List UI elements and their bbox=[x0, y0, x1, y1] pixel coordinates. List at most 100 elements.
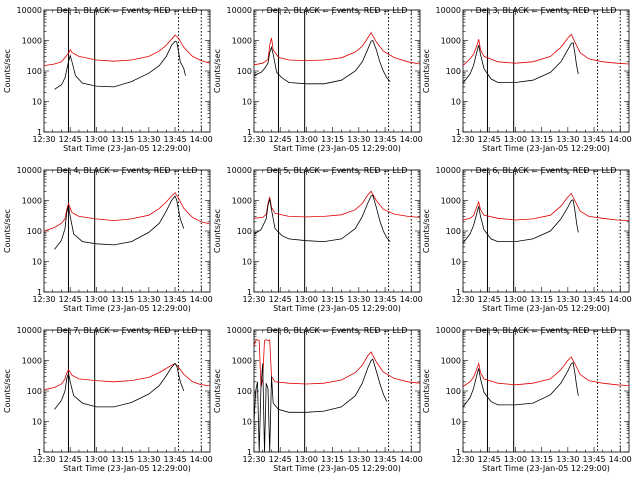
black-series-line bbox=[253, 194, 391, 243]
x-tick-label: 12:45 bbox=[478, 455, 501, 464]
x-tick-label: 13:30 bbox=[137, 135, 160, 144]
x-tick-label: 13:15 bbox=[111, 295, 134, 304]
y-tick-label: 1 bbox=[247, 448, 252, 457]
y-tick-label: 10000 bbox=[436, 166, 461, 175]
x-tick-label: 12:45 bbox=[59, 455, 82, 464]
x-tick-label: 13:00 bbox=[85, 295, 108, 304]
y-axis-label: Counts/sec bbox=[3, 209, 12, 253]
y-tick-label: 100 bbox=[27, 227, 42, 236]
y-tick-label: 10000 bbox=[227, 6, 252, 15]
x-tick-label: 14:00 bbox=[190, 135, 213, 144]
x-tick-label: 14:00 bbox=[400, 455, 423, 464]
panel-title: Det 2, BLACK = Events, RED = LLD bbox=[267, 6, 408, 15]
x-tick-label: 13:00 bbox=[295, 295, 318, 304]
black-series-line bbox=[253, 39, 391, 85]
x-tick-label: 13:30 bbox=[556, 295, 579, 304]
red-series-line bbox=[43, 363, 211, 391]
y-tick-label: 1000 bbox=[22, 37, 42, 46]
x-tick-label: 14:00 bbox=[609, 135, 632, 144]
y-tick-label: 1000 bbox=[22, 357, 42, 366]
y-tick-label: 1000 bbox=[232, 197, 252, 206]
x-axis-label: Start Time (23-Jan-05 12:29:00) bbox=[63, 144, 191, 153]
x-tick-label: 13:15 bbox=[530, 135, 553, 144]
x-tick-label: 13:15 bbox=[321, 135, 344, 144]
x-tick-label: 13:00 bbox=[295, 455, 318, 464]
x-axis-label: Start Time (23-Jan-05 12:29:00) bbox=[273, 464, 401, 473]
y-tick-label: 100 bbox=[27, 387, 42, 396]
y-tick-label: 1 bbox=[456, 128, 461, 137]
y-tick-label: 100 bbox=[237, 227, 252, 236]
x-tick-label: 13:45 bbox=[583, 295, 606, 304]
panel-title: Det 8, BLACK = Events, RED = LLD bbox=[267, 326, 408, 335]
x-tick-label: 12:45 bbox=[59, 295, 82, 304]
x-tick-label: 13:30 bbox=[556, 135, 579, 144]
panel-title: Det 4, BLACK = Events, RED = LLD bbox=[57, 166, 198, 175]
red-series-line bbox=[462, 192, 630, 221]
x-tick-label: 13:15 bbox=[530, 455, 553, 464]
red-series-line bbox=[253, 190, 421, 219]
y-tick-label: 1000 bbox=[22, 197, 42, 206]
panel-4: 1 10 100 1000 10000 12:30 12:45 13:00 13:15 13:30… bbox=[3, 166, 213, 313]
red-series-line bbox=[462, 356, 630, 387]
x-tick-label: 13:30 bbox=[137, 455, 160, 464]
x-tick-label: 13:00 bbox=[504, 295, 527, 304]
black-series-line bbox=[462, 42, 579, 84]
x-tick-label: 13:00 bbox=[504, 135, 527, 144]
x-tick-label: 13:30 bbox=[347, 455, 370, 464]
y-tick-label: 10 bbox=[451, 258, 461, 267]
x-axis-label: Start Time (23-Jan-05 12:29:00) bbox=[482, 304, 610, 313]
y-tick-label: 10 bbox=[451, 418, 461, 427]
y-axis-label: Counts/sec bbox=[422, 369, 431, 413]
x-tick-label: 12:45 bbox=[269, 295, 292, 304]
x-tick-label: 13:15 bbox=[111, 135, 134, 144]
x-tick-label: 12:30 bbox=[451, 135, 474, 144]
y-axis-label: Counts/sec bbox=[422, 209, 431, 253]
y-tick-label: 10 bbox=[451, 98, 461, 107]
x-tick-label: 13:45 bbox=[164, 135, 187, 144]
x-tick-label: 12:30 bbox=[32, 455, 55, 464]
y-tick-label: 10000 bbox=[227, 326, 252, 335]
x-tick-label: 13:00 bbox=[504, 455, 527, 464]
y-tick-label: 10 bbox=[32, 258, 42, 267]
x-axis-label: Start Time (23-Jan-05 12:29:00) bbox=[63, 464, 191, 473]
panel-6: 1 10 100 1000 10000 12:30 12:45 13:00 13:15 13:30… bbox=[422, 166, 632, 313]
red-series-line bbox=[43, 192, 211, 232]
black-series-line bbox=[462, 362, 579, 408]
y-tick-label: 10 bbox=[32, 98, 42, 107]
y-tick-label: 1 bbox=[247, 288, 252, 297]
y-tick-label: 10000 bbox=[17, 6, 42, 15]
x-tick-label: 12:45 bbox=[478, 135, 501, 144]
x-tick-label: 13:45 bbox=[583, 135, 606, 144]
x-tick-label: 12:30 bbox=[32, 135, 55, 144]
y-axis-label: Counts/sec bbox=[213, 49, 222, 93]
x-tick-label: 13:15 bbox=[321, 455, 344, 464]
x-tick-label: 13:00 bbox=[85, 455, 108, 464]
x-tick-label: 14:00 bbox=[609, 295, 632, 304]
y-tick-label: 10000 bbox=[436, 6, 461, 15]
panel-title: Det 7, BLACK = Events, RED = LLD bbox=[57, 326, 198, 335]
x-tick-label: 12:30 bbox=[32, 295, 55, 304]
panel-9: 1 10 100 1000 10000 12:30 12:45 13:00 13:15 13:30… bbox=[422, 326, 632, 473]
y-tick-label: 100 bbox=[446, 227, 461, 236]
y-tick-label: 100 bbox=[446, 387, 461, 396]
x-tick-label: 13:15 bbox=[321, 295, 344, 304]
y-tick-label: 10 bbox=[242, 98, 252, 107]
x-tick-label: 12:45 bbox=[59, 135, 82, 144]
x-tick-label: 13:45 bbox=[374, 455, 397, 464]
x-tick-label: 13:30 bbox=[347, 135, 370, 144]
panel-title: Det 3, BLACK = Events, RED = LLD bbox=[476, 6, 617, 15]
y-tick-label: 1 bbox=[37, 448, 42, 457]
x-tick-label: 13:45 bbox=[164, 455, 187, 464]
x-tick-label: 13:45 bbox=[374, 135, 397, 144]
x-tick-label: 13:00 bbox=[85, 135, 108, 144]
panel-3: 1 10 100 1000 10000 12:30 12:45 13:00 13:15 13:30… bbox=[422, 6, 632, 153]
x-tick-label: 12:30 bbox=[451, 455, 474, 464]
y-tick-label: 10 bbox=[242, 418, 252, 427]
x-tick-label: 14:00 bbox=[190, 455, 213, 464]
panel-title: Det 9, BLACK = Events, RED = LLD bbox=[476, 326, 617, 335]
panel-8: 1 10 100 1000 10000 12:30 12:45 13:00 13:15 13:30… bbox=[213, 326, 423, 473]
panel-7: 1 10 100 1000 10000 12:30 12:45 13:00 13:15 13:30… bbox=[3, 326, 213, 473]
x-tick-label: 12:30 bbox=[242, 295, 265, 304]
x-axis-label: Start Time (23-Jan-05 12:29:00) bbox=[482, 464, 610, 473]
